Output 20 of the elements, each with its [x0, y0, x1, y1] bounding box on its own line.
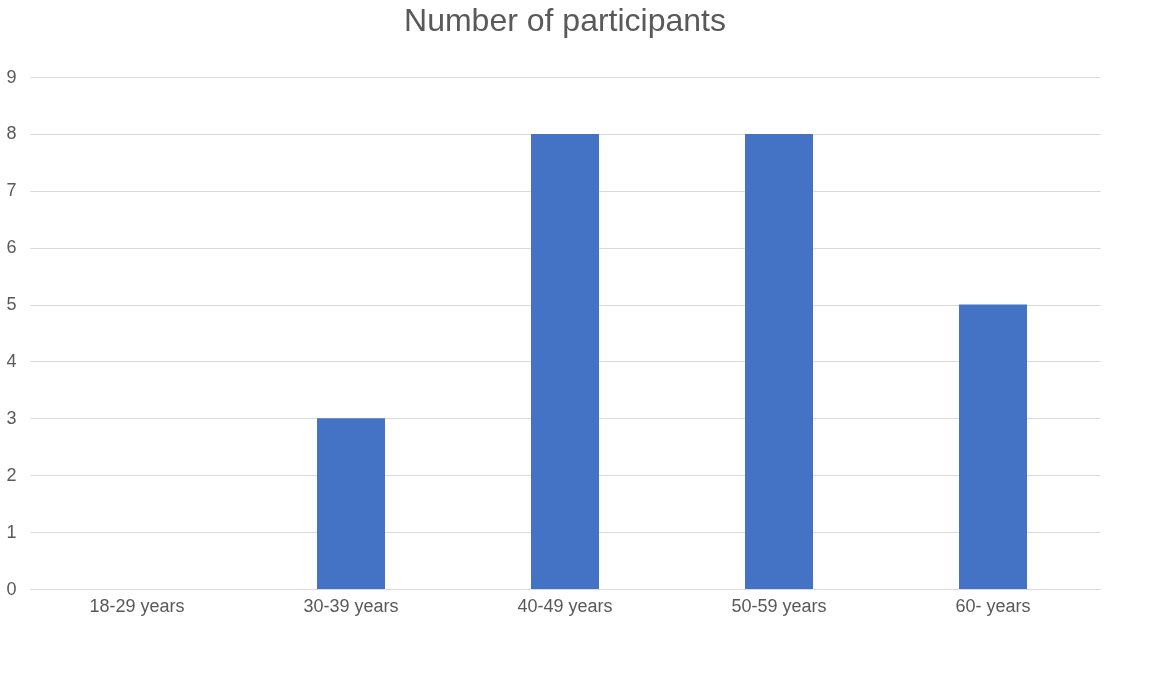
bar	[959, 304, 1027, 589]
y-tick-label: 2	[6, 464, 17, 485]
bar	[531, 133, 599, 589]
y-tick-label: 0	[6, 578, 17, 599]
x-tick-label: 18-29 years	[89, 595, 185, 616]
x-tick-label: 50-59 years	[731, 595, 827, 616]
x-tick-label: 40-49 years	[517, 595, 613, 616]
y-tick-label: 5	[6, 294, 17, 315]
x-tick-label: 60- years	[955, 595, 1031, 616]
y-tick-label: 6	[6, 237, 17, 258]
bar	[317, 418, 385, 589]
y-tick-label: 1	[6, 521, 17, 542]
y-tick-label: 8	[6, 123, 17, 144]
x-tick-label: 30-39 years	[303, 595, 399, 616]
y-tick-label: 7	[6, 180, 17, 201]
y-tick-label: 4	[6, 350, 17, 371]
y-tick-label: 3	[6, 407, 17, 428]
bar	[745, 133, 813, 589]
chart-title: Number of participants	[404, 2, 726, 38]
y-tick-label: 9	[6, 66, 17, 87]
